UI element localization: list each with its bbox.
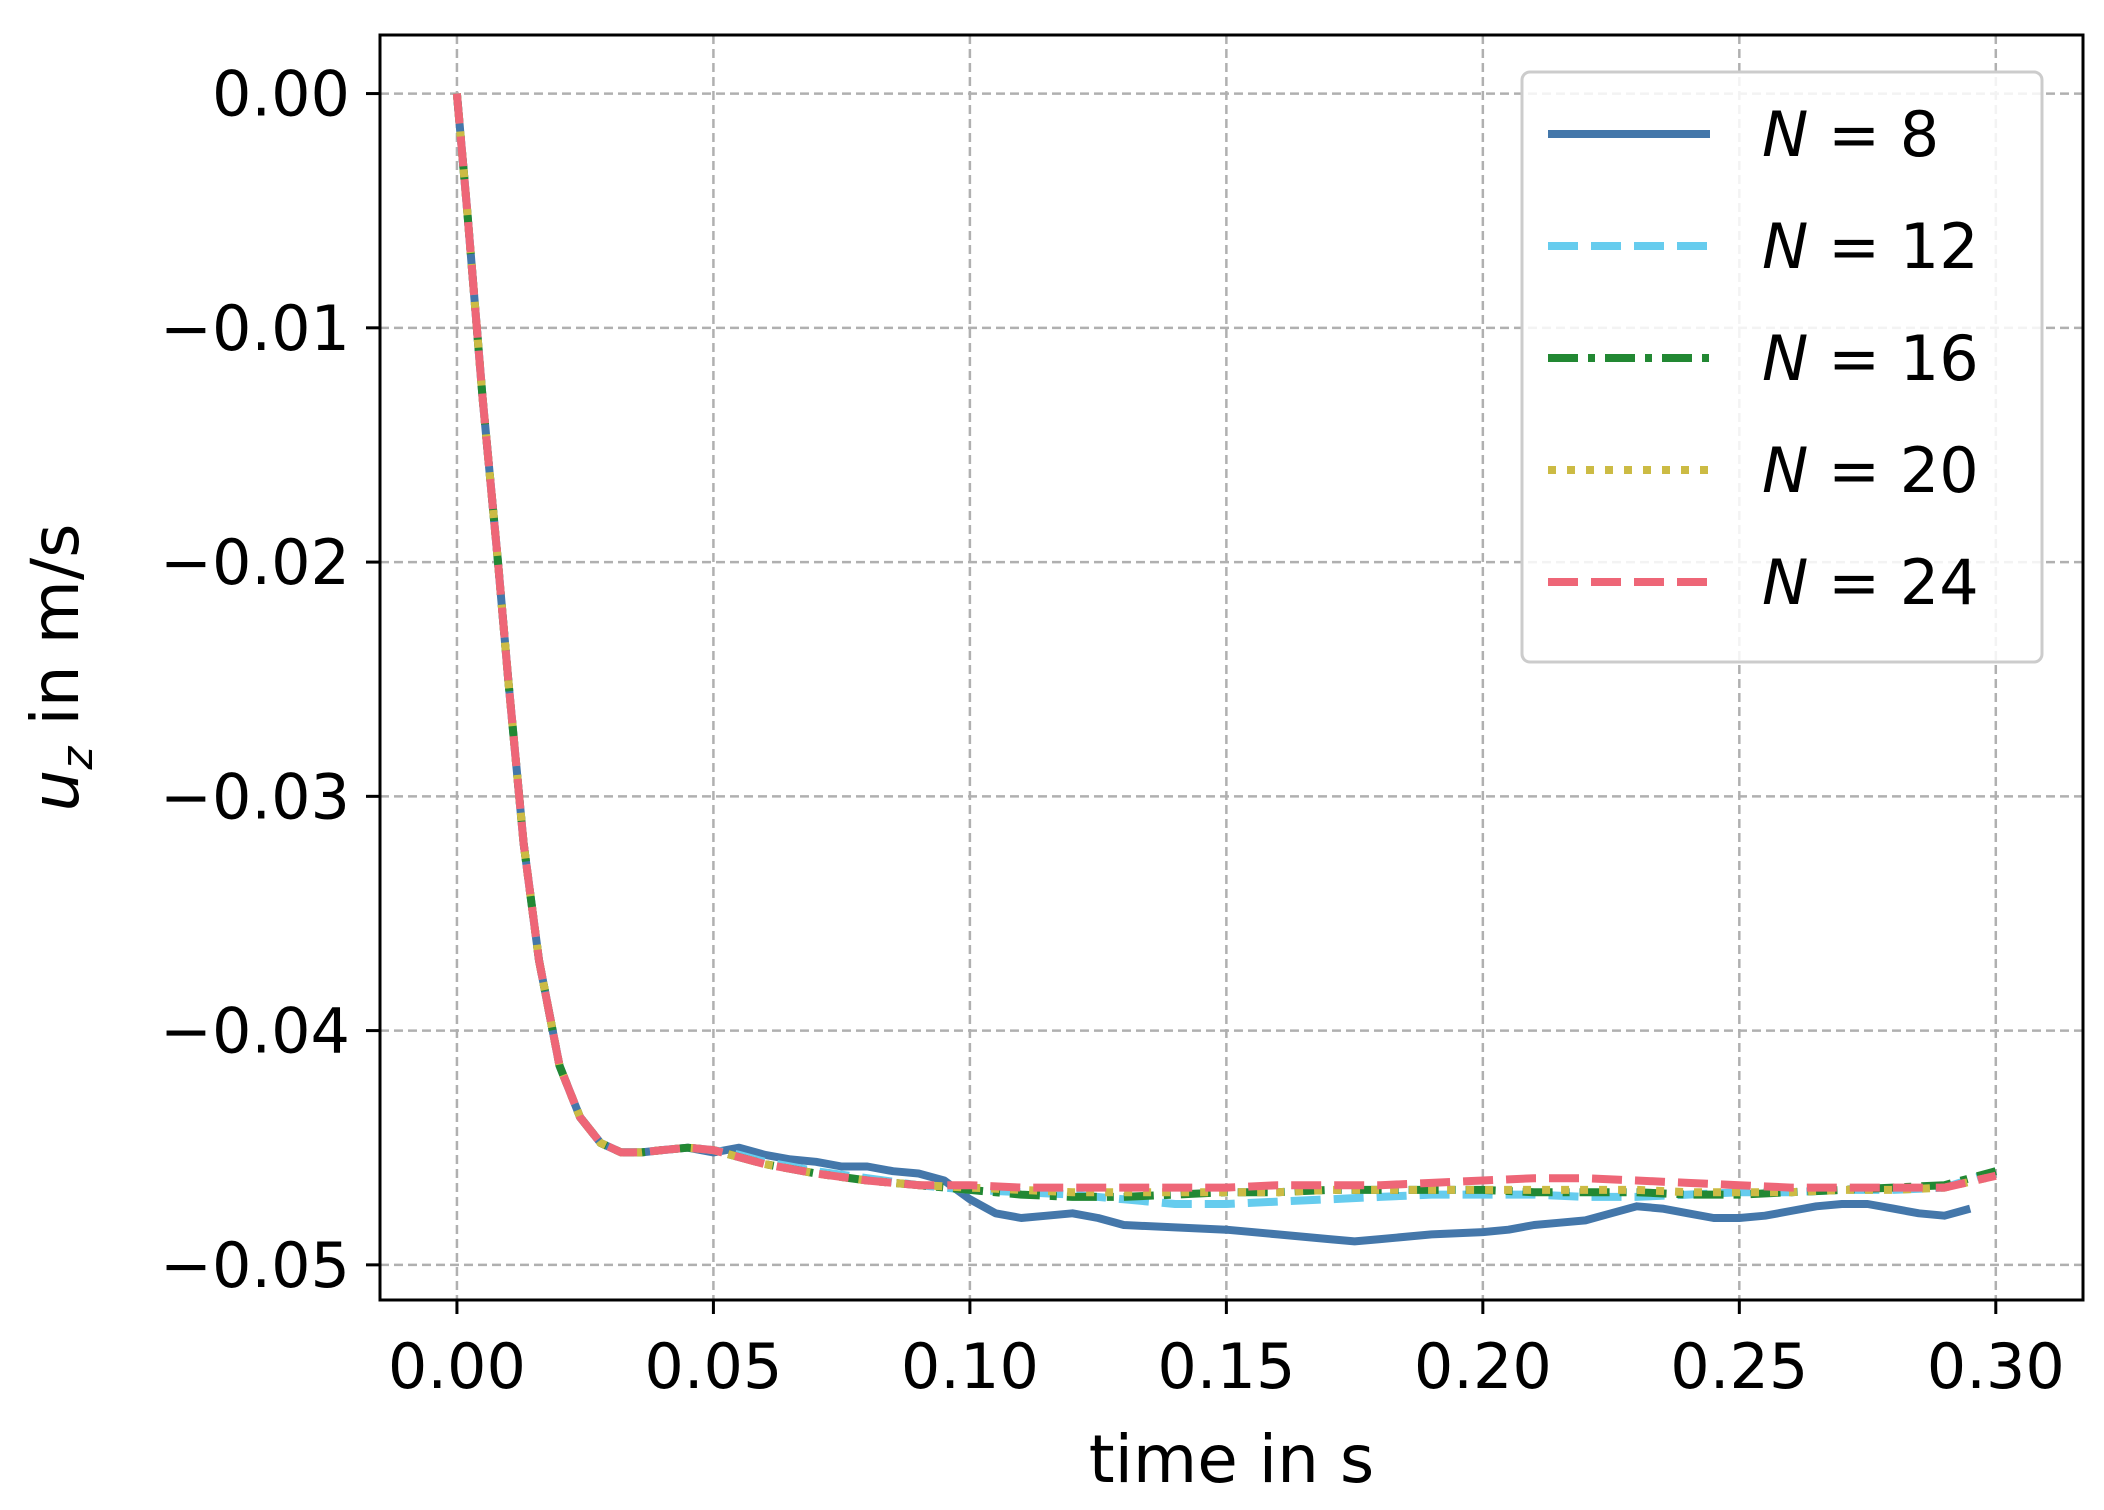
- axis-ticks: 0.00 0.05 0.10 0.15 0.20 0.25 0.30 0.00 −0.01 −0.…: [160, 58, 2065, 1403]
- y-tick-label: −0.04: [160, 995, 350, 1068]
- x-axis-label: time in s: [1089, 1421, 1375, 1498]
- y-tick-label: −0.03: [160, 760, 350, 833]
- x-tick-label: 0.25: [1670, 1330, 1808, 1403]
- legend-label-n20: N = 20: [1762, 434, 1979, 507]
- y-tick-label: −0.02: [160, 526, 350, 599]
- legend-label-n24: N = 24: [1762, 546, 1979, 619]
- x-tick-label: 0.00: [388, 1330, 526, 1403]
- y-axis-label: uz in m/s: [17, 524, 103, 812]
- series-lines: [452, 93, 1998, 1246]
- x-tick-label: 0.15: [1157, 1330, 1295, 1403]
- y-tick-label: 0.00: [212, 58, 350, 131]
- legend-label-n12: N = 12: [1762, 210, 1979, 283]
- legend: N = 8 N = 12 N = 16 N = 20 N = 24: [1520, 70, 2044, 664]
- x-tick-label: 0.20: [1414, 1330, 1552, 1403]
- y-tick-label: −0.01: [160, 292, 350, 365]
- legend-label-n8: N = 8: [1762, 98, 1939, 171]
- y-tick-label: −0.05: [160, 1229, 350, 1302]
- x-tick-label: 0.30: [1927, 1330, 2065, 1403]
- plot-frame: [378, 33, 2085, 1302]
- y-axis-label-variable: u: [17, 770, 94, 812]
- legend-label-n16: N = 16: [1762, 322, 1979, 395]
- series-line-n24: [452, 93, 1997, 1192]
- x-tick-label: 0.05: [644, 1330, 782, 1403]
- series-line-n16: [452, 93, 1997, 1201]
- legend-box: [1520, 70, 2044, 664]
- x-tick-label: 0.10: [901, 1330, 1039, 1403]
- y-axis-label-subscript: z: [52, 746, 103, 771]
- y-axis-label-units: in m/s: [17, 524, 94, 747]
